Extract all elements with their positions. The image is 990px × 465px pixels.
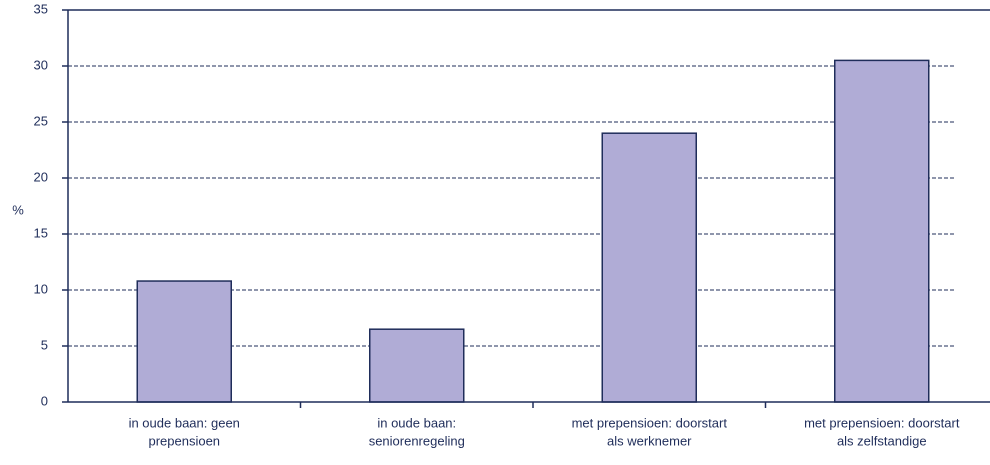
x-tick-label: in oude baan: xyxy=(377,415,456,430)
y-tick-label: 15 xyxy=(34,225,48,240)
x-tick-label: seniorenregeling xyxy=(369,433,465,448)
x-tick-label: met prepensioen: doorstart xyxy=(572,415,728,430)
y-tick-label: 0 xyxy=(41,393,48,408)
y-tick-label: 25 xyxy=(34,113,48,128)
x-tick-label: met prepensioen: doorstart xyxy=(804,415,960,430)
x-tick-label: in oude baan: geen xyxy=(129,415,240,430)
x-tick-label: als zelfstandige xyxy=(837,433,927,448)
y-tick-label: 30 xyxy=(34,57,48,72)
y-tick-label: 35 xyxy=(34,1,48,16)
bar xyxy=(834,59,930,403)
y-tick-label: 10 xyxy=(34,281,48,296)
x-tick-label: prepensioen xyxy=(148,433,220,448)
bar xyxy=(136,280,232,403)
y-axis-label: % xyxy=(12,202,24,217)
bar xyxy=(369,328,465,403)
bar xyxy=(601,132,697,403)
y-tick-label: 20 xyxy=(34,169,48,184)
y-tick-label: 5 xyxy=(41,337,48,352)
x-tick-label: als werknemer xyxy=(607,433,692,448)
